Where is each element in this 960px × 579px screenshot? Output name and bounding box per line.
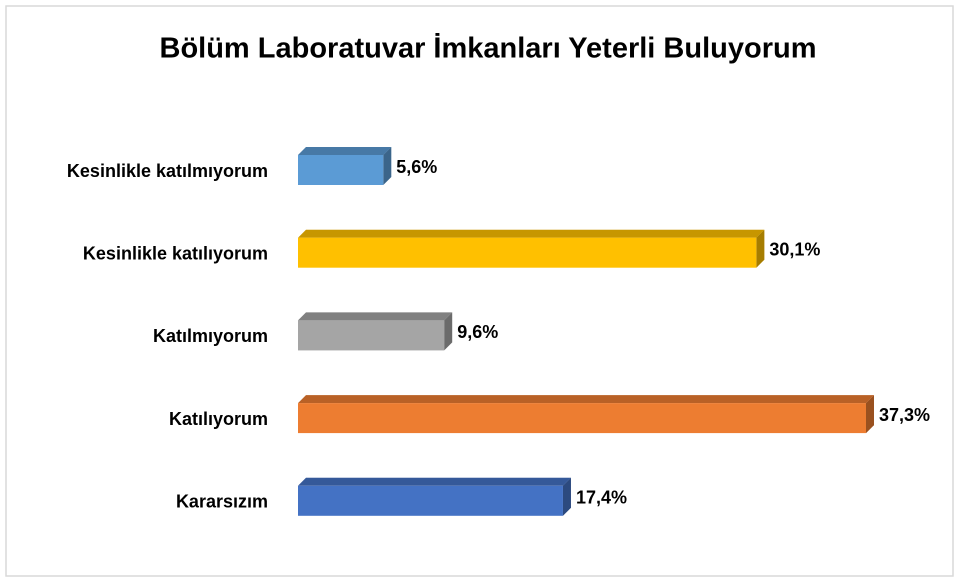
bar [298,395,874,434]
category-label: Kararsızım [176,492,268,512]
bar [298,312,453,351]
category-label: Katılmıyorum [153,326,268,346]
value-label: 9,6% [457,322,498,342]
value-label: 17,4% [576,488,627,508]
value-label: 5,6% [396,157,437,177]
category-label: Kesinlikle katılıyorum [83,243,268,263]
chart-title: Bölüm Laboratuvar İmkanları Yeterli Bulu… [160,33,817,65]
bar [298,477,571,516]
bar [298,229,765,268]
bar [298,147,392,185]
value-label: 30,1% [769,239,820,259]
value-label: 37,3% [879,405,930,425]
category-label: Kesinlikle katılmıyorum [67,161,268,181]
category-label: Katılıyorum [169,409,268,429]
